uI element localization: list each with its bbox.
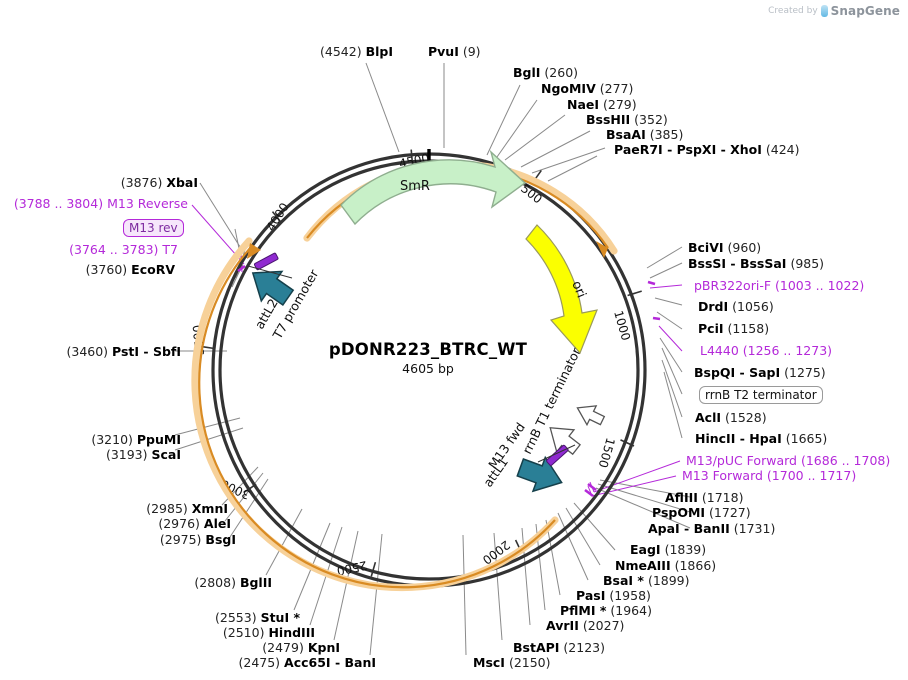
site-label-bspqi-sapi: BspQI - SapI (1275) xyxy=(694,365,826,380)
site-label-xmni: (2985) XmnI xyxy=(146,501,228,516)
label-smr: SmR xyxy=(400,179,430,194)
site-label-bsaai: BsaAI (385) xyxy=(606,127,684,142)
site-label-drdi: DrdI (1056) xyxy=(698,299,774,314)
site-label-pspomi: PspOMI (1727) xyxy=(652,505,751,520)
site-label-m13-puc-forward: M13/pUC Forward (1686 .. 1708) xyxy=(686,453,891,468)
site-label-afliii: AflIII (1718) xyxy=(665,490,744,505)
site-label-nmeaiii: NmeAIII (1866) xyxy=(615,558,717,573)
site-label-bcivi: BciVI (960) xyxy=(688,240,762,255)
site-label-m13-reverse: (3788 .. 3804) M13 Reverse xyxy=(13,196,188,211)
orf-arc-main-halo xyxy=(191,237,559,592)
site-label-bstapi: BstAPI (2123) xyxy=(513,640,605,655)
svg-text:2500: 2500 xyxy=(335,558,368,578)
site-label-pflmi: PflMI * (1964) xyxy=(560,603,652,618)
site-label-hindiii: (2510) HindIII xyxy=(222,625,315,640)
site-label-avrii: AvrII (2027) xyxy=(546,618,625,633)
site-label-scai: (3193) ScaI xyxy=(105,447,181,462)
feature-attl2 xyxy=(251,270,295,307)
boxed-label-rrnb-t2: rrnB T2 terminator xyxy=(699,386,823,404)
label-ori: ori xyxy=(568,279,588,300)
snapgene-leaf-icon xyxy=(820,5,828,17)
site-label-kpni: (2479) KpnI xyxy=(262,640,340,655)
label-attl1: attL1 xyxy=(480,455,511,490)
snapgene-credit: Created by SnapGene xyxy=(768,4,900,18)
leader-lines-top xyxy=(365,62,606,182)
site-label-m13-forward: M13 Forward (1700 .. 1717) xyxy=(682,468,857,483)
feature-smr-arrow xyxy=(340,149,527,226)
site-label-bsai: BsaI * (1899) xyxy=(603,573,690,588)
plasmid-size: 4605 bp xyxy=(402,361,454,376)
orf-arc-smr-arrowhead xyxy=(596,241,608,258)
site-label-ppumi: (3210) PpuMI xyxy=(91,432,181,447)
site-label-bsssi-bsssai: BssSI - BssSaI (985) xyxy=(688,256,825,271)
site-label-ngomiv: NgoMIV (277) xyxy=(541,81,634,96)
site-label-pvui: PvuI (9) xyxy=(428,44,481,59)
site-label-l4440: L4440 (1256 .. 1273) xyxy=(700,343,833,358)
site-label-pbr322ori-f: pBR322ori-F (1003 .. 1022) xyxy=(694,278,865,293)
feature-m13-rev-primer xyxy=(247,252,293,279)
orf-arc-main-arrowhead xyxy=(247,243,261,259)
site-label-naei: NaeI (279) xyxy=(567,97,637,112)
plasmid-name: pDONR223_BTRC_WT xyxy=(328,340,528,359)
site-label-bglii: (2808) BglII xyxy=(194,575,272,590)
site-label-psti-sbfi: (3460) PstI - SbfI xyxy=(66,344,181,359)
site-label-pasi: PasI (1958) xyxy=(576,588,651,603)
site-label-stui: (2553) StuI * xyxy=(215,610,300,625)
orf-arc-main xyxy=(198,245,556,589)
site-label-acc65i-bani: (2475) Acc65I - BanI xyxy=(238,655,376,670)
feature-ori-arrow xyxy=(525,224,598,355)
site-label-acli: AclI (1528) xyxy=(695,410,767,425)
feature-m13-fwd-primer xyxy=(537,444,576,466)
site-label-bgli: BglI (260) xyxy=(513,65,579,80)
leader-lines-bottom-right xyxy=(462,502,616,656)
site-label-bsgi: (2975) BsgI xyxy=(159,532,236,547)
snapgene-brand: SnapGene xyxy=(830,4,900,18)
feature-rrnb-t1-terminator xyxy=(549,405,606,456)
site-label-bsshii: BssHII (352) xyxy=(586,112,668,127)
site-label-hincii-hpai: HincII - HpaI (1665) xyxy=(695,431,828,446)
primer-ticks-on-backbone xyxy=(237,264,661,498)
site-label-ecorv: (3760) EcoRV xyxy=(85,262,175,277)
boxed-label-m13-rev: M13 rev xyxy=(123,219,184,237)
site-label-alei: (2976) AleI xyxy=(158,516,231,531)
site-label-blpi: (4542) BlpI xyxy=(320,44,393,59)
site-label-xbai: (3876) XbaI xyxy=(120,175,198,190)
site-label-msci: MscI (2150) xyxy=(473,655,551,670)
plasmid-title-block: pDONR223_BTRC_WT 4605 bp xyxy=(268,340,588,376)
site-label-t7: (3764 .. 3783) T7 xyxy=(69,242,178,257)
site-label-pcii: PciI (1158) xyxy=(698,321,770,336)
site-label-eagi: EagI (1839) xyxy=(630,542,707,557)
credit-prefix: Created by xyxy=(768,6,818,16)
site-label-apai-banii: ApaI - BanII (1731) xyxy=(648,521,776,536)
site-label-paer7i-pspxi-xhoi: PaeR7I - PspXI - XhoI (424) xyxy=(614,142,800,157)
leader-lines-right xyxy=(595,246,691,529)
